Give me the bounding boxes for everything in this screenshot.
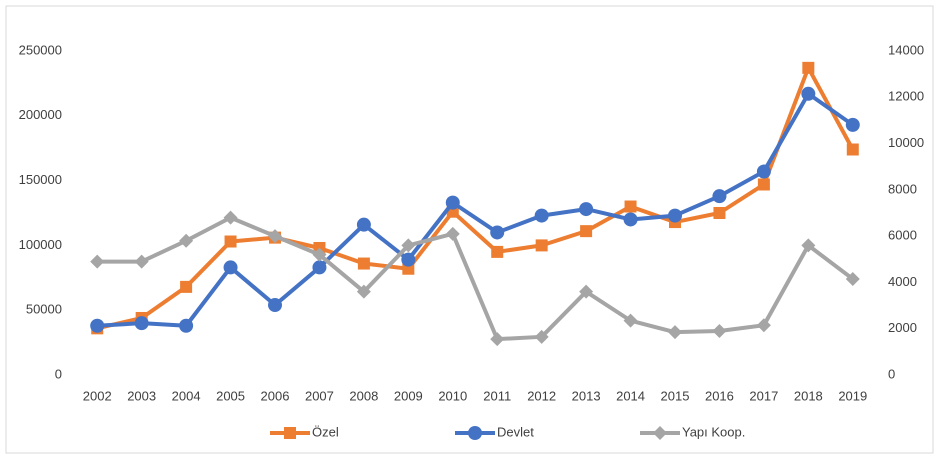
marker bbox=[468, 426, 482, 440]
marker bbox=[653, 426, 667, 440]
marker bbox=[312, 247, 327, 262]
marker bbox=[713, 207, 726, 219]
marker bbox=[846, 143, 859, 156]
marker bbox=[134, 316, 149, 331]
x-tick-label: 2012 bbox=[527, 388, 556, 403]
x-tick-label: 2008 bbox=[349, 388, 378, 403]
x-tick-label: 2009 bbox=[394, 388, 423, 403]
marker bbox=[223, 210, 238, 225]
series-line bbox=[96, 65, 855, 331]
series-line bbox=[97, 91, 854, 328]
marker bbox=[490, 332, 505, 347]
marker bbox=[580, 225, 593, 238]
marker bbox=[845, 117, 860, 132]
marker bbox=[845, 271, 860, 286]
x-tick-label: 2015 bbox=[661, 388, 690, 403]
y2-tick-label: 4000 bbox=[888, 274, 917, 289]
marker bbox=[224, 235, 237, 248]
x-tick-label: 2002 bbox=[83, 388, 112, 403]
y-tick-label: 0 bbox=[55, 366, 62, 381]
marker bbox=[356, 284, 371, 299]
marker bbox=[757, 178, 770, 191]
marker bbox=[180, 280, 193, 293]
marker bbox=[668, 208, 682, 223]
series-line bbox=[97, 215, 854, 342]
marker bbox=[534, 208, 549, 223]
marker bbox=[401, 238, 416, 253]
marker bbox=[534, 329, 549, 344]
y2-tick-label: 12000 bbox=[888, 89, 924, 104]
marker bbox=[668, 325, 682, 340]
marker bbox=[801, 86, 816, 101]
marker bbox=[579, 284, 594, 299]
marker bbox=[802, 61, 815, 74]
legend-label: Devlet bbox=[497, 424, 534, 439]
marker bbox=[90, 254, 105, 269]
x-tick-label: 2014 bbox=[616, 388, 645, 403]
x-tick-label: 2017 bbox=[749, 388, 778, 403]
x-tick-label: 2013 bbox=[572, 388, 601, 403]
marker bbox=[284, 427, 296, 439]
x-tick-label: 2019 bbox=[838, 388, 867, 403]
legend-label: Yapı Koop. bbox=[682, 424, 745, 439]
marker bbox=[445, 195, 460, 210]
marker bbox=[268, 229, 282, 244]
x-tick-label: 2018 bbox=[794, 388, 823, 403]
marker bbox=[90, 318, 105, 333]
marker bbox=[179, 233, 194, 248]
x-tick-label: 2016 bbox=[705, 388, 734, 403]
x-tick-label: 2005 bbox=[216, 388, 245, 403]
marker bbox=[490, 225, 505, 240]
marker bbox=[268, 298, 282, 313]
marker bbox=[223, 260, 238, 275]
marker bbox=[712, 324, 727, 339]
y2-tick-label: 8000 bbox=[888, 181, 917, 196]
marker bbox=[357, 257, 370, 270]
series bbox=[90, 210, 860, 347]
marker bbox=[445, 226, 460, 241]
marker bbox=[623, 313, 638, 328]
marker bbox=[401, 252, 416, 267]
y2-tick-label: 10000 bbox=[888, 135, 924, 150]
legend-label: Özel bbox=[312, 424, 339, 439]
marker bbox=[179, 318, 194, 333]
marker bbox=[712, 189, 727, 204]
marker bbox=[801, 238, 816, 253]
y2-tick-label: 0 bbox=[888, 366, 895, 381]
y-tick-label: 250000 bbox=[19, 42, 62, 57]
marker bbox=[491, 245, 504, 258]
x-tick-label: 2007 bbox=[305, 388, 334, 403]
y-tick-label: 50000 bbox=[26, 302, 62, 317]
y-tick-label: 100000 bbox=[19, 237, 62, 252]
x-tick-label: 2006 bbox=[261, 388, 290, 403]
marker bbox=[312, 260, 327, 275]
series bbox=[90, 86, 860, 333]
marker bbox=[756, 318, 771, 333]
x-tick-label: 2003 bbox=[127, 388, 156, 403]
marker bbox=[623, 212, 638, 227]
y-tick-label: 150000 bbox=[19, 172, 62, 187]
marker bbox=[756, 164, 771, 179]
marker bbox=[579, 202, 594, 217]
y2-tick-label: 2000 bbox=[888, 320, 917, 335]
x-tick-label: 2011 bbox=[483, 388, 511, 403]
marker bbox=[356, 217, 371, 232]
x-tick-label: 2010 bbox=[438, 388, 467, 403]
y-tick-label: 200000 bbox=[19, 107, 62, 122]
marker bbox=[134, 254, 149, 269]
x-tick-label: 2004 bbox=[172, 388, 201, 403]
marker bbox=[535, 239, 548, 252]
marker bbox=[624, 200, 637, 213]
y2-tick-label: 6000 bbox=[888, 228, 917, 243]
y2-tick-label: 14000 bbox=[888, 42, 924, 57]
